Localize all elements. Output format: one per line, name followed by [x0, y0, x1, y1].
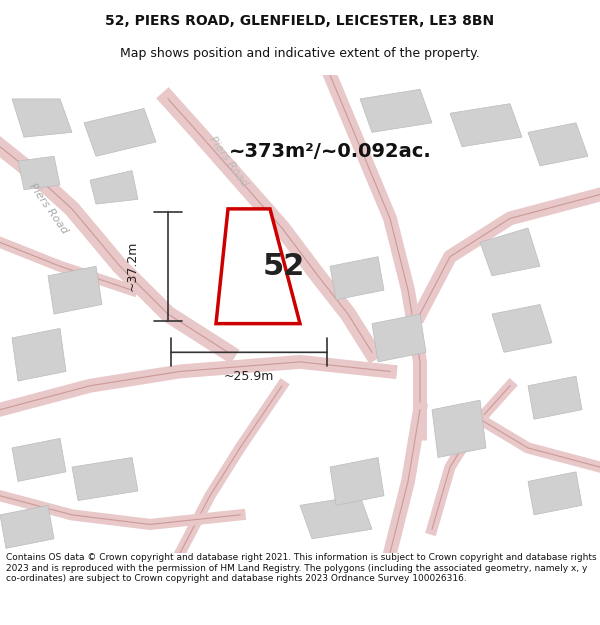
- Polygon shape: [372, 314, 426, 362]
- Polygon shape: [300, 496, 372, 539]
- Text: ~25.9m: ~25.9m: [224, 370, 274, 382]
- Polygon shape: [84, 109, 156, 156]
- Polygon shape: [528, 122, 588, 166]
- Polygon shape: [330, 458, 384, 505]
- Polygon shape: [48, 266, 102, 314]
- Polygon shape: [480, 228, 540, 276]
- Text: ~37.2m: ~37.2m: [125, 241, 139, 291]
- Polygon shape: [450, 104, 522, 147]
- Polygon shape: [12, 328, 66, 381]
- Polygon shape: [528, 472, 582, 515]
- Polygon shape: [360, 89, 432, 132]
- Polygon shape: [72, 458, 138, 501]
- Polygon shape: [90, 171, 138, 204]
- Polygon shape: [492, 304, 552, 352]
- Text: Piers Road: Piers Road: [207, 134, 249, 188]
- Text: Map shows position and indicative extent of the property.: Map shows position and indicative extent…: [120, 48, 480, 61]
- Text: ~373m²/~0.092ac.: ~373m²/~0.092ac.: [229, 142, 431, 161]
- Text: Piers Road: Piers Road: [27, 182, 69, 236]
- Text: Contains OS data © Crown copyright and database right 2021. This information is : Contains OS data © Crown copyright and d…: [6, 553, 596, 583]
- Polygon shape: [18, 156, 60, 190]
- Polygon shape: [12, 99, 72, 137]
- Polygon shape: [12, 438, 66, 481]
- Polygon shape: [0, 505, 54, 548]
- Polygon shape: [330, 257, 384, 300]
- Text: 52: 52: [262, 252, 305, 281]
- Polygon shape: [528, 376, 582, 419]
- Text: 52, PIERS ROAD, GLENFIELD, LEICESTER, LE3 8BN: 52, PIERS ROAD, GLENFIELD, LEICESTER, LE…: [106, 14, 494, 28]
- Polygon shape: [432, 400, 486, 458]
- Polygon shape: [216, 209, 300, 324]
